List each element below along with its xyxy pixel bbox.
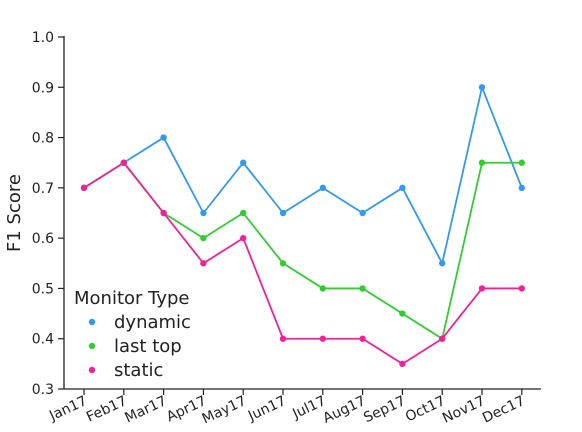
y-tick-label: 0.4 <box>32 332 54 348</box>
data-point-dynamic <box>439 260 446 267</box>
data-point-dynamic <box>518 184 525 192</box>
data-point-static <box>478 285 486 292</box>
data-point-static <box>240 234 247 242</box>
data-point-static <box>399 360 406 368</box>
x-tick-label: Jun17 <box>245 393 289 425</box>
data-point-static <box>200 260 207 267</box>
data-point-static <box>80 184 88 192</box>
data-point-dynamic <box>399 184 406 192</box>
legend-label: dynamic <box>114 312 191 333</box>
legend-items: dynamic last top static <box>88 312 191 381</box>
data-point-last-top <box>399 310 406 317</box>
series-line-dynamic <box>83 86 523 265</box>
y-tick-label: 0.3 <box>32 382 54 398</box>
y-tick-label: 0.8 <box>32 131 54 147</box>
x-tick-label: May17 <box>200 393 249 427</box>
series-line-static <box>83 161 522 365</box>
x-tick-label: Nov17 <box>440 393 488 427</box>
data-point-last-top <box>478 159 486 166</box>
data-point-dynamic <box>478 84 486 91</box>
legend: Monitor Type dynamic last top static <box>74 288 191 381</box>
y-axis-title: F1 Score <box>4 174 25 252</box>
data-point-last-top <box>279 260 287 267</box>
legend-marker <box>88 366 96 374</box>
legend-title: Monitor Type <box>74 288 190 309</box>
data-point-static <box>160 209 167 217</box>
data-point-last-top <box>240 209 247 217</box>
data-point-static <box>359 335 366 342</box>
data-point-dynamic <box>279 209 287 217</box>
y-tick-label: 1.0 <box>32 30 54 46</box>
series-group <box>80 84 525 368</box>
data-point-dynamic <box>160 134 167 141</box>
data-point-static <box>518 285 525 292</box>
data-point-dynamic <box>359 209 366 217</box>
y-tick-label: 0.5 <box>32 281 54 297</box>
data-point-last-top <box>518 159 525 166</box>
data-point-dynamic <box>240 159 247 166</box>
x-tick-label: Aug17 <box>321 393 369 427</box>
legend-marker <box>88 342 96 350</box>
legend-marker <box>88 318 96 326</box>
data-point-last-top <box>319 285 326 292</box>
x-tick-label: Sep17 <box>361 393 408 426</box>
data-point-static <box>279 335 287 342</box>
y-tick-label: 0.9 <box>32 80 54 96</box>
data-point-static <box>439 335 446 342</box>
data-point-static <box>120 159 128 166</box>
x-tick-label: Oct17 <box>403 393 448 425</box>
y-tick-label: 0.7 <box>32 181 54 197</box>
y-axis: 0.3 0.4 0.5 0.6 0.7 0.8 0.9 1.0 F1 Score <box>4 30 65 398</box>
data-point-dynamic <box>200 209 207 217</box>
data-point-static <box>319 335 326 342</box>
legend-label: static <box>114 360 163 381</box>
data-point-last-top <box>200 234 207 242</box>
y-tick-group: 0.3 0.4 0.5 0.6 0.7 0.8 0.9 1.0 <box>32 30 64 398</box>
x-tick-label: Feb17 <box>84 393 129 426</box>
data-point-dynamic <box>319 184 326 192</box>
y-tick-label: 0.6 <box>32 231 54 247</box>
data-point-last-top <box>359 285 366 292</box>
x-tick-label: Mar17 <box>122 393 169 426</box>
x-tick-label: Dec17 <box>480 393 527 426</box>
legend-label: last top <box>114 336 182 357</box>
